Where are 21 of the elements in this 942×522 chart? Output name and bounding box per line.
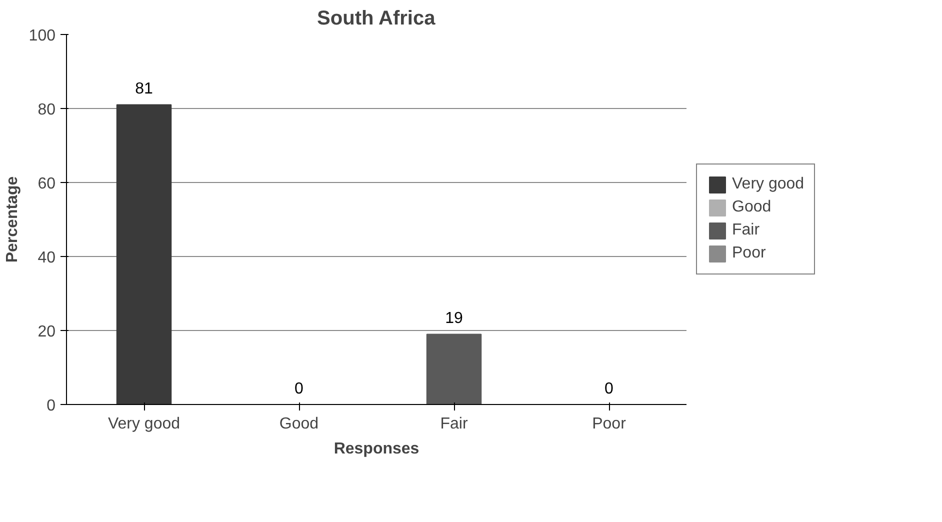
y-tick-label: 0 — [46, 398, 56, 414]
legend-label: Fair — [732, 222, 760, 240]
y-tick-label: 80 — [38, 102, 56, 118]
chart-title: South Africa — [317, 8, 436, 30]
y-tick-label: 40 — [38, 250, 56, 266]
data-label: 19 — [445, 310, 463, 328]
y-tick-label: 100 — [28, 28, 56, 44]
x-tick-label: Very good — [108, 416, 180, 432]
x-tick-label: Poor — [592, 416, 627, 432]
x-tick-label: Good — [279, 416, 319, 432]
y-axis-title: Percentage — [4, 176, 21, 263]
data-label: 0 — [604, 380, 614, 398]
x-tick-label: Fair — [440, 416, 468, 432]
y-tick-label: 20 — [38, 324, 56, 340]
data-label: 0 — [294, 380, 304, 398]
y-tick-label: 60 — [38, 176, 56, 192]
legend-label: Poor — [732, 244, 766, 262]
legend-label: Very good — [732, 176, 804, 194]
data-label: 81 — [135, 80, 153, 98]
x-axis-title: Responses — [334, 440, 420, 458]
legend-label: Good — [732, 198, 772, 216]
